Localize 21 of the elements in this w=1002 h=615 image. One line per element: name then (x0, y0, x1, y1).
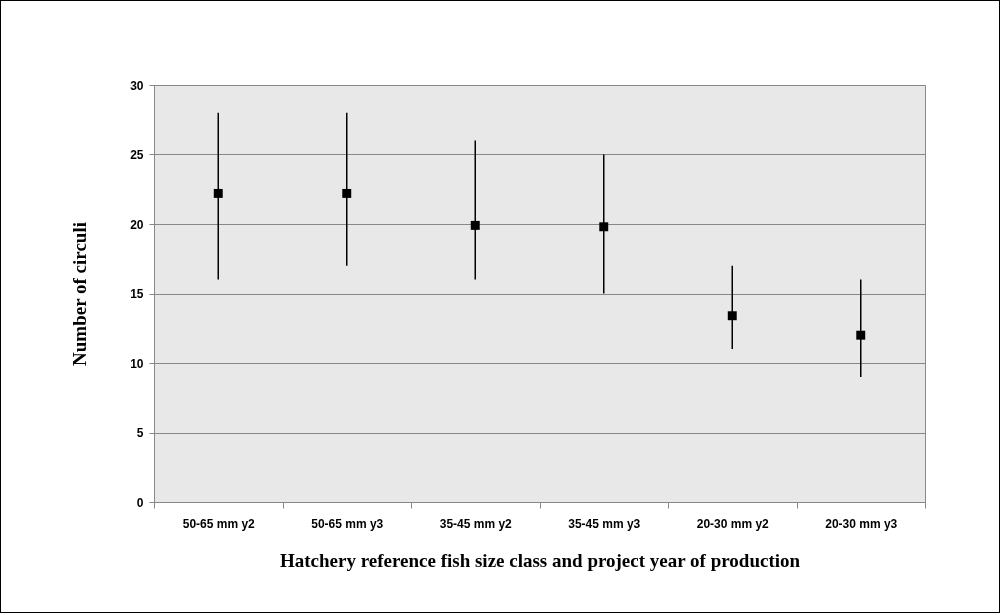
y-tick-label: 10 (130, 356, 144, 371)
x-tick-label: 20-30 mm y2 (696, 516, 770, 531)
point (727, 311, 737, 321)
point (856, 330, 866, 340)
y-tick-label: 30 (130, 78, 144, 93)
y-tick-label: 5 (136, 426, 144, 440)
x-tick-label: 50-65 mm y3 (311, 516, 384, 531)
point (470, 220, 480, 230)
y-tick-label: 25 (130, 148, 144, 162)
y-axis-title: Number of circuli (69, 222, 91, 366)
x-tick-label: 35-45 mm y3 (568, 516, 641, 531)
point (342, 188, 352, 198)
x-tick-label: 50-65 mm y2 (182, 516, 256, 531)
x-tick-label: 20-30 mm y3 (825, 516, 898, 531)
point (213, 188, 223, 198)
y-tick-label: 15 (130, 287, 144, 301)
y-tick-label: 0 (136, 495, 144, 510)
y-tick-label: 20 (130, 217, 144, 232)
point (599, 222, 609, 232)
x-tick-label: 35-45 mm y2 (439, 516, 513, 531)
x-axis-title: Hatchery reference fish size class and project year of production (279, 549, 801, 571)
